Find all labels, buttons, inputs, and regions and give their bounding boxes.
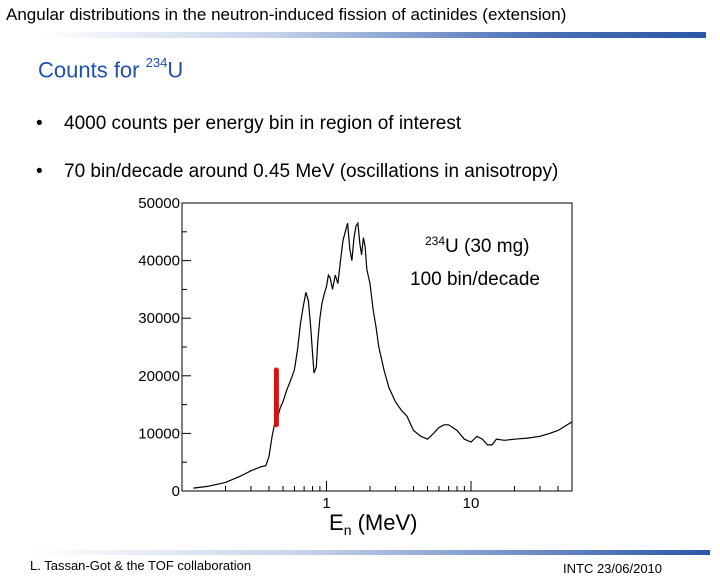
annotation-bins: 100 bin/decade: [410, 269, 540, 290]
bullet-text: 70 bin/decade around 0.45 MeV (oscillati…: [64, 161, 559, 182]
y-tick-label: 50000: [138, 195, 180, 212]
bullet-marker: •: [36, 113, 43, 134]
counts-chart: 0 10000 20000 30000 40000 50000 1 10 234U (30 …: [138, 195, 573, 538]
y-axis-ticks: 0 10000 20000 30000 40000 50000: [138, 195, 191, 500]
series-line-234u: [193, 221, 573, 489]
x-axis-label-sub: n: [344, 522, 352, 538]
subtitle-isotope-mass: 234: [145, 55, 168, 70]
annotation-line1: U (30 mg): [445, 236, 529, 257]
y-tick-label: 40000: [138, 253, 180, 270]
x-axis-label-main: E: [329, 510, 344, 535]
bullet-text: 4000 counts per energy bin in region of …: [64, 113, 462, 134]
page-title: Angular distributions in the neutron-ind…: [6, 5, 567, 24]
bullet-marker: •: [36, 161, 43, 182]
section-subtitle: Counts for 234U: [38, 55, 184, 83]
bullet-item: • 70 bin/decade around 0.45 MeV (oscillat…: [36, 161, 558, 183]
x-axis-label: En (MeV): [329, 510, 417, 538]
y-tick-label: 0: [172, 483, 180, 500]
subtitle-text: Counts for: [38, 57, 146, 83]
x-axis-label-unit: (MeV): [351, 510, 417, 535]
y-tick-label: 20000: [138, 368, 180, 385]
footer-author: L. Tassan-Got & the TOF collaboration: [30, 558, 252, 573]
annotation-isotope: 234U (30 mg): [425, 234, 530, 257]
bullet-item: • 4000 counts per energy bin in region of…: [36, 113, 461, 135]
x-tick-label: 1: [322, 495, 330, 512]
header-rule: [38, 32, 706, 38]
y-tick-label: 30000: [138, 310, 180, 327]
y-tick-label: 10000: [138, 425, 180, 442]
annotation-isotope-mass: 234: [425, 234, 445, 248]
x-tick-label: 10: [463, 495, 480, 512]
footer-rule: [30, 550, 710, 555]
subtitle-isotope-symbol: U: [167, 57, 184, 83]
footer-date: INTC 23/06/2010: [563, 561, 663, 576]
x-axis-ticks: 1 10: [181, 481, 573, 512]
